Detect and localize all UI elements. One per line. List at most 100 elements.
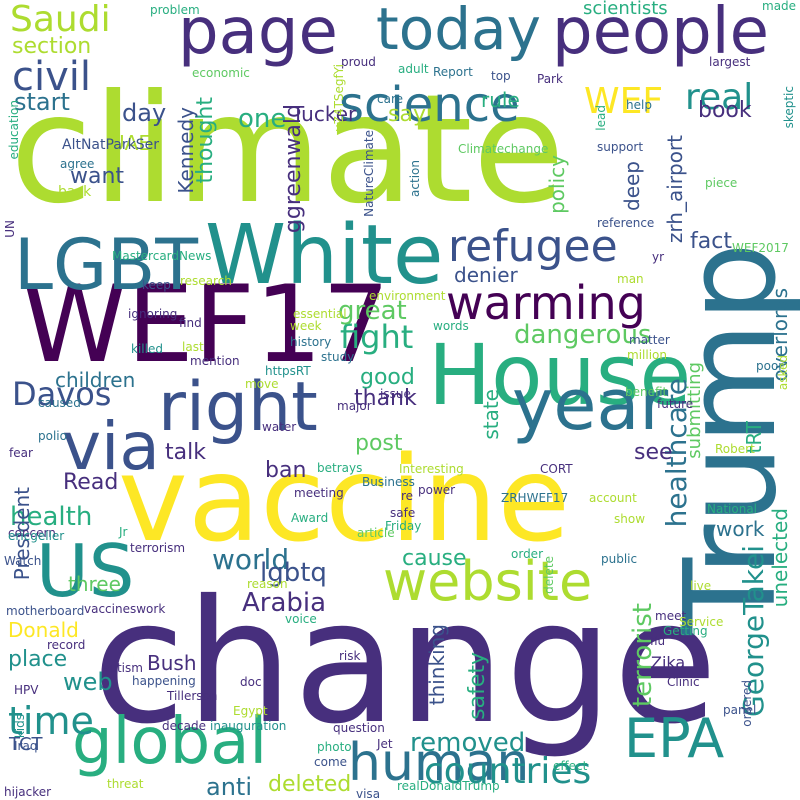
word: come [314, 755, 348, 769]
word: Robert [715, 442, 755, 456]
word: Egypt [233, 704, 268, 718]
word: week [290, 319, 322, 333]
word: EPA [624, 707, 725, 770]
word: Davos [12, 375, 112, 413]
word: proud [341, 55, 376, 69]
word: Arabia [242, 588, 327, 618]
word: fight [340, 318, 414, 356]
word: MastercardNews [112, 249, 212, 263]
word: state [479, 389, 503, 440]
word: httpsRT [265, 364, 311, 378]
word: threat [107, 777, 144, 791]
word: denier [454, 263, 518, 287]
word: AltNatParkSer [62, 137, 160, 153]
word: removed [410, 728, 526, 758]
word: show [614, 512, 646, 526]
word: human [348, 733, 530, 793]
word: right [158, 368, 318, 447]
word: science [339, 77, 520, 133]
word: Interesting [399, 462, 464, 476]
word: kids [13, 714, 27, 739]
word: action [408, 160, 422, 197]
word: adult [398, 62, 429, 76]
word: Iraq [14, 739, 38, 753]
word: benefit [625, 385, 668, 399]
word: research [180, 274, 232, 288]
word: study [321, 350, 355, 364]
word: happening [132, 674, 196, 688]
word: thinking [425, 624, 449, 706]
word: visa [356, 787, 381, 800]
word: reason [247, 577, 288, 591]
word: today [376, 0, 541, 63]
word: re [401, 489, 414, 503]
word: refugee [448, 221, 618, 272]
word: deep [620, 161, 644, 211]
word: asked [776, 355, 790, 391]
word: effect [553, 759, 588, 773]
word: Clinic [667, 675, 700, 689]
word: order [511, 547, 543, 561]
word: climate [10, 63, 565, 237]
word: water [262, 420, 297, 434]
word: article [357, 526, 395, 540]
word: made [762, 0, 797, 13]
word: talk [165, 440, 206, 465]
word: page [178, 0, 338, 69]
word: scientists [583, 0, 668, 19]
word: keep [142, 278, 171, 292]
word: National [707, 502, 758, 516]
word: anti [206, 773, 252, 800]
word: NatureClimate [362, 130, 376, 217]
word: ordered [740, 680, 754, 727]
word: rule [481, 88, 520, 112]
word: Climatechange [458, 142, 549, 156]
word: ban [265, 458, 307, 483]
word: Kennedy [174, 107, 198, 194]
word: Park [537, 72, 563, 86]
word: environment [369, 289, 446, 303]
word: matter [629, 333, 670, 347]
word: Jr [119, 525, 128, 539]
word: US [36, 529, 135, 613]
word: back [58, 184, 92, 200]
word: yr [652, 250, 665, 264]
word: TCT [9, 734, 43, 755]
word: Jet [377, 737, 393, 751]
word: Saudi [10, 0, 111, 40]
word: time [8, 699, 94, 743]
word: WEF17 [22, 263, 390, 386]
word: Friday [385, 519, 422, 533]
word: question [333, 721, 385, 735]
word: risk [339, 649, 361, 663]
word: warming [446, 276, 646, 330]
word: ZRHWEF17 [501, 491, 569, 505]
word: WEF2017 [732, 241, 789, 255]
word: countries [424, 751, 592, 792]
word: three [68, 572, 121, 596]
word: global [72, 705, 268, 779]
word: Tillerson [167, 689, 218, 703]
word: policy [545, 155, 569, 214]
word: uZ4TSegfYi [332, 64, 346, 132]
word: CORT [540, 462, 573, 476]
word: section [12, 34, 92, 59]
word: history [290, 335, 332, 349]
word: thought [193, 97, 218, 184]
word: House [428, 326, 692, 424]
word: world [212, 543, 290, 576]
word: issue [380, 387, 411, 401]
word: ericgeller [8, 529, 65, 543]
word: help [626, 98, 652, 112]
word: man [617, 272, 644, 286]
word: great [338, 296, 407, 326]
word: terrorism [130, 541, 186, 555]
word: power [418, 483, 456, 497]
word: web [63, 668, 113, 696]
word: piece [705, 176, 738, 190]
word: UAE [110, 131, 151, 155]
word: safety [465, 652, 490, 720]
word: killed [131, 342, 163, 356]
word: largest [709, 55, 751, 69]
